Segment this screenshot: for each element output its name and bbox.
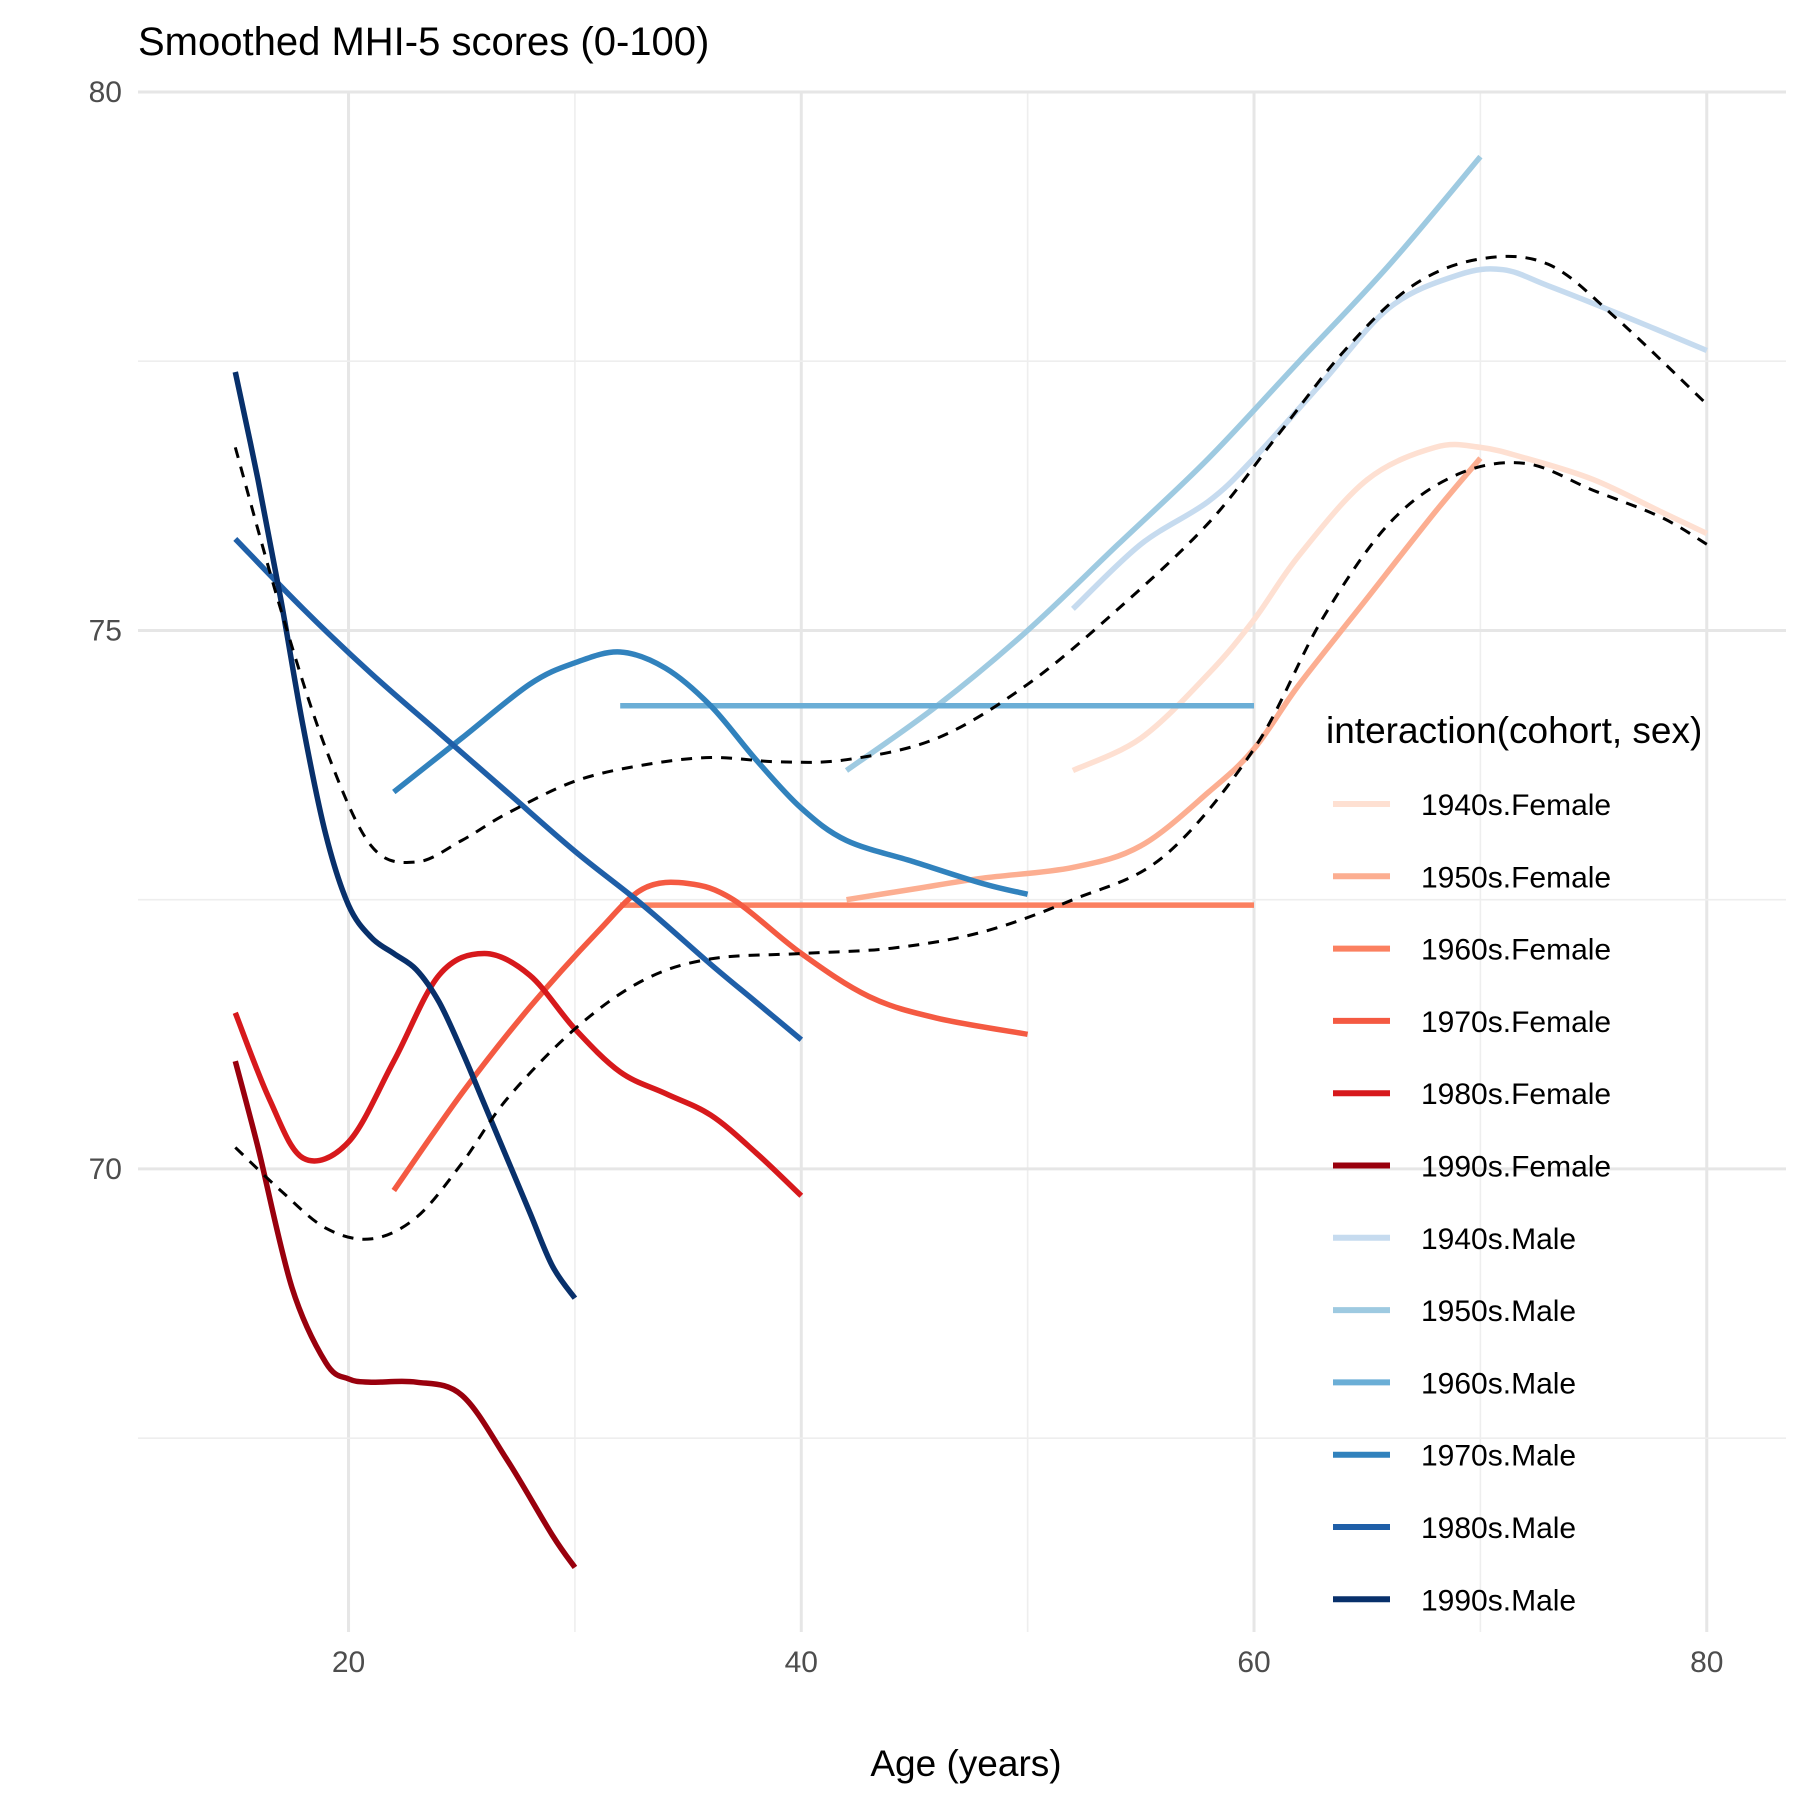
legend-item: 1990s.Female [1333,1151,1611,1184]
legend-label: 1970s.Female [1421,1006,1611,1039]
legend-item: 1970s.Male [1333,1440,1576,1473]
legend-item: 1940s.Female [1333,789,1611,822]
series-line-1990s-female [232,1060,578,1569]
legend-item: 1980s.Female [1333,1078,1611,1111]
y-tick-label: 80 [89,76,122,109]
series-line-1990s-male [232,371,578,1300]
legend-label: 1980s.Female [1421,1078,1611,1111]
series-lines [232,154,1708,1569]
series-line-1940s-male [1071,266,1708,611]
legend-label: 1980s.Male [1421,1512,1576,1545]
series-line-1980s-male [233,536,804,1042]
grid [138,90,1786,1632]
legend-label: 1950s.Female [1421,861,1611,894]
legend-label: 1990s.Female [1421,1151,1611,1184]
series-line-1950s-male [844,154,1483,773]
series-line-1970s-male [392,649,1029,897]
legend-item: 1960s.Female [1333,934,1611,967]
legend-item: 1990s.Male [1333,1584,1576,1617]
reference-line-2 [234,461,1708,1241]
legend-label: 1970s.Male [1421,1440,1576,1473]
y-tick-labels: 70 75 80 [89,76,122,1186]
legend-item: 1960s.Male [1333,1367,1576,1400]
reference-lines [233,254,1708,1241]
x-tick-label: 40 [785,1646,818,1679]
chart-title: Smoothed MHI-5 scores (0-100) [138,20,709,64]
x-axis-label: Age (years) [870,1743,1061,1784]
y-tick-label: 75 [89,614,122,647]
legend-label: 1960s.Male [1421,1367,1576,1400]
x-tick-label: 20 [332,1646,365,1679]
reference-line-1 [233,254,1708,865]
y-tick-label: 70 [89,1153,122,1186]
series-line-1940s-female [1071,441,1708,774]
legend-title: interaction(cohort, sex) [1326,710,1702,751]
legend-label: 1940s.Female [1421,789,1611,822]
legend: interaction(cohort, sex) 1940s.Female 195… [1326,710,1702,1617]
legend-label: 1990s.Male [1421,1584,1576,1617]
legend-label: 1950s.Male [1421,1295,1576,1328]
legend-items: 1940s.Female 1950s.Female 1960s.Female 1970… [1333,789,1611,1617]
x-tick-label: 80 [1690,1646,1723,1679]
series-line-1970s-female [391,879,1029,1193]
legend-item: 1940s.Male [1333,1223,1576,1256]
legend-item: 1980s.Male [1333,1512,1576,1545]
legend-label: 1960s.Female [1421,934,1611,967]
legend-item: 1950s.Male [1333,1295,1576,1328]
series-line-1980s-female [232,950,804,1198]
legend-item: 1970s.Female [1333,1006,1611,1039]
x-tick-label: 60 [1237,1646,1270,1679]
legend-label: 1940s.Male [1421,1223,1576,1256]
legend-item: 1950s.Female [1333,861,1611,894]
x-tick-labels: 20 40 60 80 [332,1646,1724,1679]
